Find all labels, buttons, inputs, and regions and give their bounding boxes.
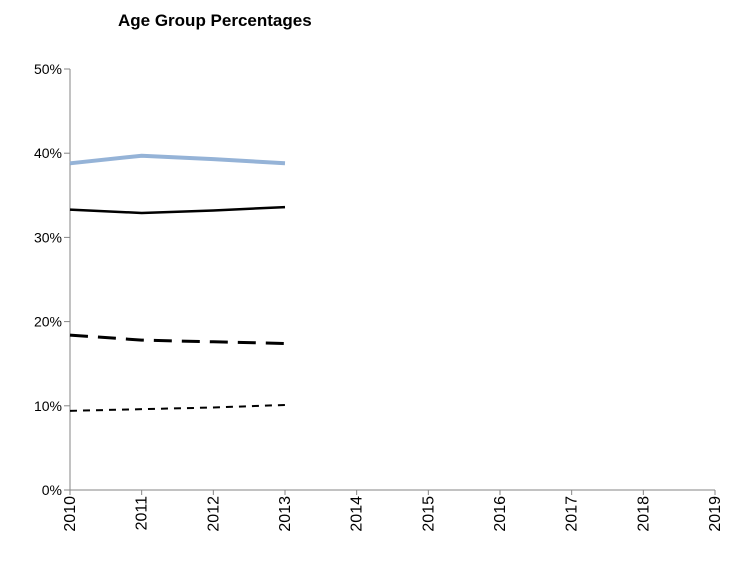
- y-tick-label: 0%: [42, 482, 62, 498]
- x-tick-label: 2013: [277, 496, 294, 532]
- x-tick-label: 2015: [420, 496, 437, 532]
- x-tick-label: 2019: [707, 496, 724, 532]
- x-tick-label: 2010: [62, 496, 79, 532]
- x-tick-label: 2016: [492, 496, 509, 532]
- y-tick-label: 40%: [34, 145, 62, 161]
- x-tick-label: 2014: [349, 496, 366, 532]
- x-tick-label: 2011: [134, 496, 151, 531]
- x-tick-label: 2012: [205, 496, 222, 532]
- series-line: [69, 333, 286, 345]
- series-line: [69, 205, 286, 215]
- x-tick-label: 2018: [635, 496, 652, 532]
- y-tick-label: 30%: [34, 229, 62, 245]
- x-tick-label: 2017: [564, 496, 581, 532]
- y-tick-label: 50%: [34, 61, 62, 77]
- series-line: [69, 153, 286, 166]
- chart-title: Age Group Percentages: [118, 11, 312, 30]
- series-line: [69, 403, 286, 412]
- y-tick-label: 10%: [34, 398, 62, 414]
- y-tick-label: 20%: [34, 314, 62, 330]
